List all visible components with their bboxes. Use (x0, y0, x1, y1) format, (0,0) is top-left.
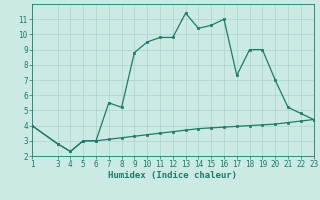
X-axis label: Humidex (Indice chaleur): Humidex (Indice chaleur) (108, 171, 237, 180)
